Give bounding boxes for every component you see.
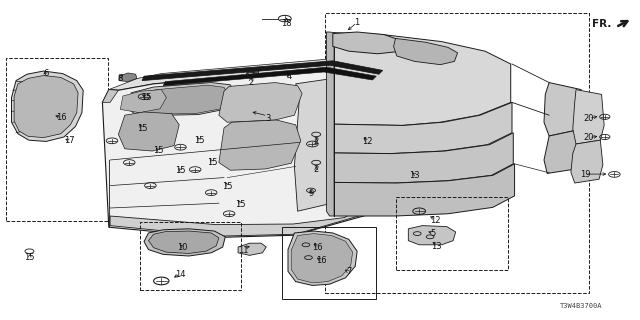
Text: 1: 1 xyxy=(355,18,360,27)
Polygon shape xyxy=(142,61,383,81)
Text: 15: 15 xyxy=(195,136,205,145)
Bar xyxy=(282,227,376,299)
Polygon shape xyxy=(288,231,357,285)
Polygon shape xyxy=(333,33,511,125)
Polygon shape xyxy=(148,231,219,253)
Text: 15: 15 xyxy=(236,200,246,209)
Text: 20: 20 xyxy=(584,133,594,142)
Polygon shape xyxy=(408,226,456,245)
Text: 9: 9 xyxy=(308,189,314,198)
Polygon shape xyxy=(219,83,302,122)
Text: 3: 3 xyxy=(265,114,270,123)
Polygon shape xyxy=(333,32,402,54)
Text: 7: 7 xyxy=(346,268,351,276)
Polygon shape xyxy=(128,83,234,116)
Text: 16: 16 xyxy=(312,243,323,252)
Text: 11: 11 xyxy=(238,246,248,255)
Text: 16: 16 xyxy=(56,113,67,122)
Text: 13: 13 xyxy=(410,171,420,180)
Polygon shape xyxy=(571,140,603,183)
Text: 8: 8 xyxy=(118,74,123,83)
Text: 15: 15 xyxy=(24,253,35,262)
Text: 17: 17 xyxy=(64,136,74,145)
Polygon shape xyxy=(102,90,118,102)
Polygon shape xyxy=(544,130,581,173)
Text: 15: 15 xyxy=(207,158,218,167)
Text: 6: 6 xyxy=(44,69,49,78)
Polygon shape xyxy=(334,133,513,183)
Polygon shape xyxy=(238,243,266,255)
Polygon shape xyxy=(102,69,384,237)
Text: 5: 5 xyxy=(431,229,436,238)
Text: FR.: FR. xyxy=(593,19,612,29)
Polygon shape xyxy=(163,67,376,86)
Polygon shape xyxy=(326,32,334,216)
Bar xyxy=(325,13,589,293)
Text: 15: 15 xyxy=(223,182,233,191)
Polygon shape xyxy=(294,79,379,211)
Text: 12: 12 xyxy=(362,137,372,146)
Polygon shape xyxy=(291,234,353,283)
Text: 15: 15 xyxy=(137,124,147,133)
Text: 14: 14 xyxy=(175,270,186,279)
Bar xyxy=(140,222,241,290)
Polygon shape xyxy=(109,58,384,90)
Bar xyxy=(6,58,108,221)
Polygon shape xyxy=(219,120,301,170)
Text: 10: 10 xyxy=(177,243,188,252)
Polygon shape xyxy=(334,102,512,154)
Polygon shape xyxy=(394,38,458,65)
Polygon shape xyxy=(14,76,78,138)
Polygon shape xyxy=(110,198,381,236)
Polygon shape xyxy=(119,73,137,82)
Polygon shape xyxy=(12,71,83,141)
Text: 15: 15 xyxy=(154,146,164,155)
Polygon shape xyxy=(120,90,166,113)
Polygon shape xyxy=(118,112,179,151)
Text: 2: 2 xyxy=(314,165,319,174)
Text: 20: 20 xyxy=(584,114,594,123)
Text: 19: 19 xyxy=(580,170,590,179)
Text: 2: 2 xyxy=(314,137,319,146)
Polygon shape xyxy=(131,85,227,114)
Text: 2: 2 xyxy=(248,78,253,87)
Text: 15: 15 xyxy=(175,166,186,175)
Polygon shape xyxy=(144,229,225,256)
Bar xyxy=(396,197,508,270)
Text: 4: 4 xyxy=(287,72,292,81)
Text: 12: 12 xyxy=(430,216,440,225)
Polygon shape xyxy=(573,90,604,144)
Text: 15: 15 xyxy=(141,93,151,102)
Polygon shape xyxy=(544,83,584,136)
Text: 16: 16 xyxy=(316,256,326,265)
Text: T3W4B3700A: T3W4B3700A xyxy=(560,303,602,308)
Text: 13: 13 xyxy=(431,242,442,251)
Text: 18: 18 xyxy=(282,19,292,28)
Polygon shape xyxy=(334,164,515,216)
